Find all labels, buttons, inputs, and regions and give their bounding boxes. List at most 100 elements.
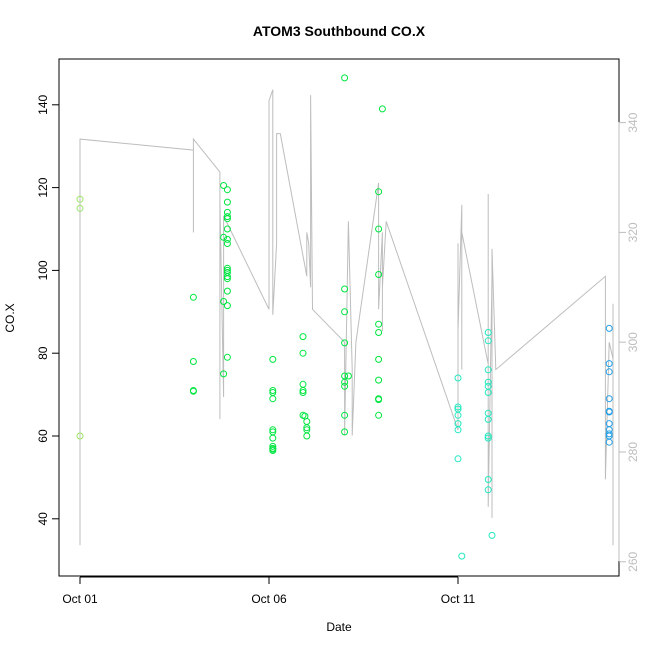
data-point: [375, 411, 383, 419]
data-point: [605, 395, 613, 403]
line-series: [79, 89, 614, 546]
data-point: [375, 225, 383, 233]
y2-tick-label: 280: [626, 442, 640, 462]
data-point: [375, 355, 383, 363]
data-point: [341, 378, 349, 386]
data-point: [223, 186, 231, 194]
data-point: [378, 105, 386, 113]
data-point: [223, 287, 231, 295]
data-point: [484, 366, 492, 374]
data-point: [605, 408, 613, 416]
data-point: [269, 434, 277, 442]
y-tick-label: 80: [36, 346, 50, 360]
data-point: [484, 329, 492, 336]
data-point: [269, 355, 277, 363]
data-point: [375, 329, 383, 336]
y-axis: 40 60 80 100 120 140: [36, 94, 60, 525]
data-point: [189, 387, 197, 395]
data-point: [484, 378, 492, 386]
data-point: [223, 225, 231, 233]
y2-tick-label: 340: [626, 112, 640, 132]
data-point: [303, 432, 311, 440]
data-point: [484, 415, 492, 423]
data-point: [269, 447, 277, 454]
x-tick-label: Oct 01: [62, 592, 98, 606]
data-point: [341, 382, 349, 390]
data-point: [223, 302, 231, 310]
data-point: [375, 320, 383, 328]
data-point: [189, 358, 197, 365]
x-tick-label: Oct 11: [441, 592, 476, 606]
data-point: [269, 387, 277, 394]
data-point: [223, 215, 231, 223]
data-point: [299, 389, 307, 396]
data-point: [605, 438, 613, 446]
chart-title: ATOM3 Southbound CO.X: [253, 23, 426, 39]
data-point: [454, 455, 462, 463]
data-point: [375, 271, 383, 278]
data-point: [220, 370, 228, 378]
y2-tick-label: 320: [626, 222, 640, 242]
data-point: [341, 285, 349, 293]
x-axis: Oct 01 Oct 06 Oct 11: [62, 576, 476, 606]
y-tick-label: 100: [36, 260, 50, 280]
data-point: [458, 552, 466, 560]
data-point: [223, 235, 231, 243]
data-point: [484, 432, 492, 440]
data-point: [454, 374, 462, 382]
data-point: [223, 198, 231, 206]
y-axis-label: CO.X: [3, 303, 17, 332]
data-point: [189, 293, 197, 301]
data-point: [488, 531, 496, 539]
data-point: [269, 395, 277, 403]
data-point: [344, 372, 352, 380]
data-point: [341, 74, 349, 82]
data-point: [223, 275, 231, 283]
data-point: [269, 426, 277, 434]
data-point: [303, 424, 311, 432]
data-point: [605, 360, 613, 368]
x-tick-label: Oct 06: [251, 592, 287, 606]
y-tick-label: 60: [36, 429, 50, 443]
data-point: [605, 324, 613, 332]
data-point: [299, 387, 307, 394]
data-point: [220, 298, 228, 305]
y2-axis: 260 280 300 320 340: [618, 112, 640, 572]
data-point: [223, 353, 231, 361]
data-point: [223, 273, 231, 281]
data-point: [375, 188, 383, 196]
data-point: [484, 486, 492, 494]
data-point: [605, 430, 613, 438]
data-point: [223, 264, 231, 272]
data-point: [220, 233, 228, 241]
data-point: [454, 403, 462, 411]
data-point: [454, 426, 462, 434]
data-point: [484, 337, 492, 345]
points-layer: [76, 74, 613, 560]
y-tick-label: 140: [36, 94, 50, 114]
line-series-layer: [79, 89, 614, 546]
data-point: [341, 428, 349, 436]
data-point: [299, 333, 307, 341]
data-point: [223, 240, 231, 247]
y-tick-label: 120: [36, 177, 50, 197]
y2-tick-label: 260: [626, 551, 640, 571]
data-point: [484, 434, 492, 442]
data-point: [76, 432, 84, 440]
data-point: [341, 411, 349, 419]
data-point: [484, 389, 492, 396]
data-point: [341, 339, 349, 347]
data-point: [375, 376, 383, 384]
data-point: [76, 204, 84, 212]
data-point: [76, 195, 84, 203]
data-point: [299, 349, 307, 357]
data-point: [341, 308, 349, 316]
data-point: [220, 182, 228, 189]
data-point: [375, 396, 383, 404]
x-axis-label: Date: [326, 620, 352, 634]
data-point: [484, 476, 492, 483]
data-point: [454, 411, 462, 419]
data-point: [269, 442, 277, 450]
